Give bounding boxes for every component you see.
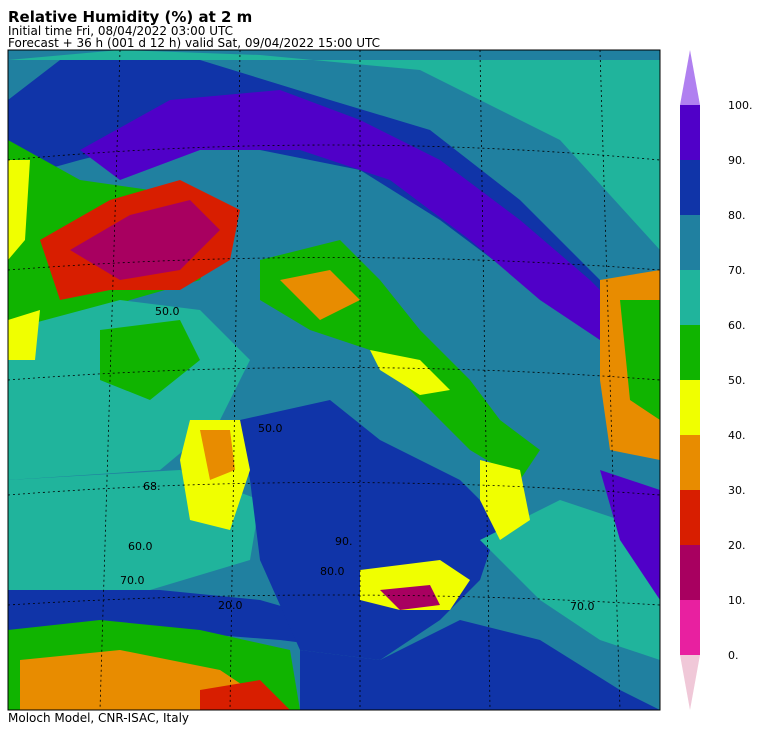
region bbox=[8, 310, 40, 360]
colorbar-segment bbox=[680, 325, 700, 380]
colorbar-segment bbox=[680, 600, 700, 655]
colorbar-label: 40. bbox=[728, 429, 746, 442]
graticule bbox=[8, 50, 660, 710]
region bbox=[100, 320, 200, 400]
colorbar-label: 60. bbox=[728, 319, 746, 332]
contour-label: 60.0 bbox=[128, 540, 153, 553]
contour-label: 20.0 bbox=[218, 599, 243, 612]
contour-label: 50.0 bbox=[258, 422, 283, 435]
contour-label: 50.0 bbox=[155, 305, 180, 318]
colorbar: 0. 10. 20. 30. 40. 50. 60. 70. 80. 90. 100. bbox=[680, 50, 753, 710]
region bbox=[380, 585, 440, 610]
contour-label: 70.0 bbox=[570, 600, 595, 613]
region bbox=[200, 430, 235, 480]
initial-time: Initial time Fri, 08/04/2022 03:00 UTC bbox=[8, 24, 233, 38]
contour-label: 68. bbox=[143, 480, 161, 493]
colorbar-segment bbox=[680, 160, 700, 215]
map-frame bbox=[7, 49, 661, 711]
colorbar-segment bbox=[680, 270, 700, 325]
forecast: Forecast + 36 h (001 d 12 h) valid Sat, … bbox=[8, 36, 380, 50]
colorbar-label: 50. bbox=[728, 374, 746, 387]
contour-label: 90. bbox=[335, 535, 353, 548]
colorbar-under bbox=[680, 655, 700, 710]
colorbar-segment bbox=[680, 105, 700, 160]
footer: Moloch Model, CNR-ISAC, Italy bbox=[8, 711, 189, 725]
region bbox=[70, 200, 220, 280]
region bbox=[480, 460, 530, 540]
region bbox=[370, 350, 450, 395]
colorbar-segment bbox=[680, 435, 700, 490]
colorbar-label: 90. bbox=[728, 154, 746, 167]
map-labels: 90. 68. 80.0 50.0 60.0 70.0 20.0 50.0 70.0 bbox=[120, 305, 595, 613]
colorbar-label: 10. bbox=[728, 594, 746, 607]
colorbar-label: 80. bbox=[728, 209, 746, 222]
region bbox=[200, 680, 290, 710]
region bbox=[280, 270, 360, 320]
map: 90. 68. 80.0 50.0 60.0 70.0 20.0 50.0 70.0 bbox=[7, 49, 661, 711]
region bbox=[600, 470, 660, 600]
colorbar-segment bbox=[680, 545, 700, 600]
contour-label: 70.0 bbox=[120, 574, 145, 587]
region bbox=[80, 90, 630, 340]
contour-label: 80.0 bbox=[320, 565, 345, 578]
colorbar-label: 70. bbox=[728, 264, 746, 277]
colorbar-label: 30. bbox=[728, 484, 746, 497]
colorbar-label: 100. bbox=[728, 99, 753, 112]
region bbox=[620, 300, 660, 420]
region bbox=[8, 160, 30, 260]
sea bbox=[300, 620, 660, 710]
colorbar-segment bbox=[680, 215, 700, 270]
colorbar-segment bbox=[680, 380, 700, 435]
colorbar-label: 0. bbox=[728, 649, 739, 662]
colorbar-over bbox=[680, 50, 700, 105]
region bbox=[8, 50, 660, 250]
region bbox=[8, 590, 360, 650]
colorbar-segment bbox=[680, 490, 700, 545]
title: Relative Humidity (%) at 2 m bbox=[8, 8, 252, 26]
colorbar-label: 20. bbox=[728, 539, 746, 552]
